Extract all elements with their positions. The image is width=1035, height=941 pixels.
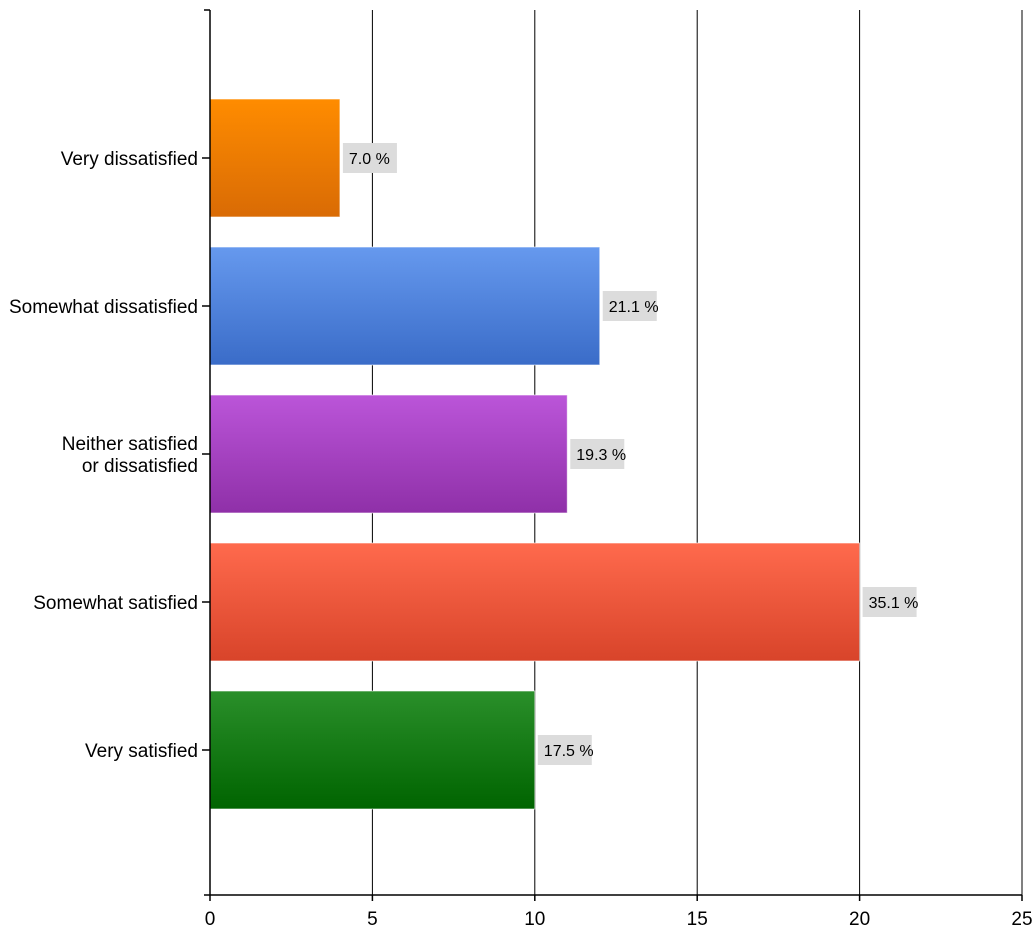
data-label: 19.3 % (576, 447, 626, 464)
category-label: Very dissatisfied (61, 149, 198, 170)
bars (209, 98, 861, 810)
bar (209, 542, 861, 662)
data-label-box (862, 587, 917, 617)
x-tick-label: 10 (524, 909, 545, 930)
category-label-line: or dissatisfied (82, 456, 198, 477)
bar (209, 98, 341, 218)
category-label-line: Very dissatisfied (61, 149, 198, 170)
category-label-line: Very satisfied (85, 741, 198, 762)
data-label-box (602, 291, 657, 321)
data-label-box (537, 735, 592, 765)
x-tick-label: 20 (849, 909, 870, 930)
category-label: Somewhat satisfied (33, 593, 198, 614)
x-tick-label: 15 (687, 909, 708, 930)
x-tick-label: 5 (367, 909, 378, 930)
data-label: 17.5 % (544, 743, 594, 760)
data-label: 21.1 % (609, 299, 659, 316)
x-tick-label: 25 (1011, 909, 1032, 930)
data-label: 7.0 % (349, 151, 390, 168)
category-label: Neither satisfied or dissatisfied (62, 434, 198, 477)
category-label: Somewhat dissatisfied (9, 297, 198, 318)
axes (202, 9, 1023, 901)
category-label: Very satisfied (85, 741, 198, 762)
data-label: 35.1 % (869, 595, 919, 612)
labels: 0 5 10 15 20 25 Very dissatisfied 7.0 % Somewhat… (9, 143, 1033, 930)
category-label-line: Somewhat satisfied (33, 593, 198, 614)
bar (209, 690, 536, 810)
bar (209, 394, 568, 514)
category-label-line: Neither satisfied (62, 434, 198, 455)
data-label-box (342, 143, 397, 173)
category-label-line: Somewhat dissatisfied (9, 297, 198, 318)
data-label-box (570, 439, 625, 469)
x-tick-label: 0 (205, 909, 216, 930)
bar (209, 246, 601, 366)
